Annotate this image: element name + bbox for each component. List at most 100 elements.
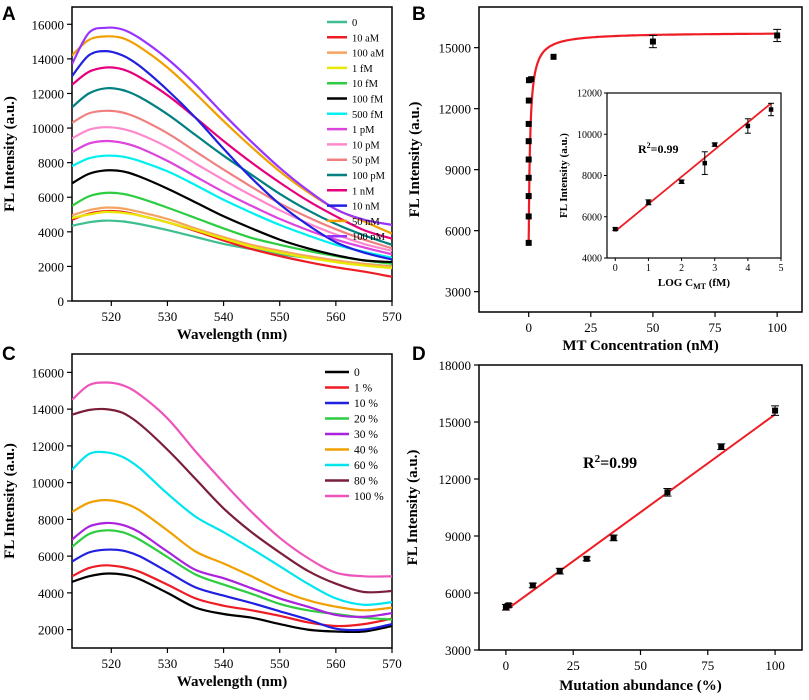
legend-label: 10 % xyxy=(354,398,378,410)
series-line xyxy=(72,450,392,606)
x-tick-label: 75 xyxy=(701,658,714,673)
data-point xyxy=(583,555,590,562)
inset-x-tick-label: 2 xyxy=(679,263,684,274)
y-axis-label: FL Intensity (a.u.) xyxy=(2,443,18,559)
series-line xyxy=(72,87,392,246)
y-tick-label: 12000 xyxy=(32,439,65,454)
legend-label: 0 xyxy=(354,367,360,379)
legend-label: 50 nM xyxy=(352,217,380,228)
r-squared: R2=0.99 xyxy=(583,453,637,472)
x-tick-label: 50 xyxy=(634,658,647,673)
panel-d: 0 25 50 75 100 3000 6000 9000 12000 15000 18000 Mut… xyxy=(405,358,803,694)
y-tick-label: 16000 xyxy=(32,365,65,380)
legend-label: 30 % xyxy=(354,429,378,441)
x-tick-label: 560 xyxy=(326,309,346,324)
legend-label: 100 pM xyxy=(352,171,386,182)
x-tick-label: 100 xyxy=(765,658,785,673)
x-tick-label: 560 xyxy=(326,656,346,671)
inset-frame xyxy=(606,92,782,259)
y-tick-label: 8000 xyxy=(38,512,64,527)
panel-label-c: C xyxy=(2,344,16,365)
series-line xyxy=(72,126,392,252)
inset-r-squared-main: R xyxy=(638,142,647,156)
x-tick-label: 520 xyxy=(102,309,122,324)
plot-frame xyxy=(478,364,803,651)
y-tick-label: 4000 xyxy=(38,225,64,240)
inset-y-tick-label: 10000 xyxy=(577,130,602,141)
data-point xyxy=(550,53,557,60)
inset-y-tick-label: 12000 xyxy=(577,89,602,100)
r-squared-value: =0.99 xyxy=(600,455,637,472)
plot-frame xyxy=(71,353,393,649)
data-point xyxy=(525,138,532,145)
y-tick-label: 6000 xyxy=(445,224,471,239)
y-tick-label: 14000 xyxy=(32,52,65,67)
series-line xyxy=(72,548,392,632)
y-tick-label: 6000 xyxy=(445,586,471,601)
series-line xyxy=(72,498,392,612)
inset-x-axis-label: LOG CMT (fM) xyxy=(658,277,731,291)
panel-a: 520 530 540 550 560 570 0 2000 4000 6000 8000 10000… xyxy=(2,6,402,343)
x-tick-label: 550 xyxy=(270,309,290,324)
x-tick-label: 0 xyxy=(503,658,510,673)
inset-y-tick-label: 4000 xyxy=(582,254,602,265)
data-point xyxy=(745,123,751,129)
y-tick-label: 10000 xyxy=(32,476,65,491)
inset-x-tick-label: 1 xyxy=(646,263,651,274)
series-line xyxy=(72,139,392,256)
r-squared-sup: 2 xyxy=(595,453,601,465)
data-point xyxy=(525,213,532,220)
inset-x-axis-label-sub: MT xyxy=(693,282,707,291)
y-tick-label: 4000 xyxy=(38,586,64,601)
legend-label: 100 % xyxy=(354,491,384,503)
y-tick-label: 2000 xyxy=(38,623,64,638)
y-tick-label: 12000 xyxy=(439,472,472,487)
inset: 0 1 2 3 4 5 4000 6000 8000 10000 12000 LOG CMT (fM)… xyxy=(558,89,784,292)
r-squared-main: R xyxy=(583,455,595,472)
y-tick-label: 15000 xyxy=(439,41,472,56)
series-line xyxy=(72,49,392,261)
inset-fit-line xyxy=(614,102,772,232)
y-tick-label: 18000 xyxy=(439,358,472,373)
data-point xyxy=(525,120,532,127)
y-tick-label: 14000 xyxy=(32,402,65,417)
series-line xyxy=(72,206,392,268)
inset-y-tick-label: 6000 xyxy=(582,212,602,223)
x-tick-label: 570 xyxy=(382,656,402,671)
series-line xyxy=(72,381,392,578)
y-tick-label: 10000 xyxy=(32,121,65,136)
series-line xyxy=(72,407,392,594)
series-group xyxy=(72,381,392,634)
inset-x-tick-label: 5 xyxy=(779,263,784,274)
legend-label: 500 fM xyxy=(352,110,384,121)
y-tick-label: 9000 xyxy=(445,163,471,178)
x-tick-label: 540 xyxy=(214,656,234,671)
panel-label-a: A xyxy=(2,4,16,25)
legend-label: 10 fM xyxy=(352,79,379,90)
inset-r-squared: R2=0.99 xyxy=(638,141,679,156)
fit-curve xyxy=(527,32,778,245)
x-tick-label: 540 xyxy=(214,309,234,324)
x-axis-label: Wavelength (nm) xyxy=(177,674,287,690)
x-tick-label: 25 xyxy=(584,320,597,335)
legend-label: 10 pM xyxy=(352,140,380,151)
legend-label: 10 nM xyxy=(352,202,380,213)
x-tick-label: 520 xyxy=(102,656,122,671)
plot-frame xyxy=(478,6,803,313)
inset-x-tick-label: 3 xyxy=(712,263,717,274)
legend-label: 1 % xyxy=(354,383,373,395)
y-tick-label: 9000 xyxy=(445,529,471,544)
series-line xyxy=(72,564,392,628)
data-point xyxy=(528,76,535,83)
y-tick-label: 3000 xyxy=(445,285,471,300)
y-tick-label: 12000 xyxy=(439,102,472,117)
series-line xyxy=(72,521,392,618)
series-line xyxy=(72,169,392,264)
y-axis-label: FL Intensity (a.u.) xyxy=(407,102,423,218)
data-point xyxy=(556,568,563,575)
data-point xyxy=(525,174,532,181)
x-axis-label: Mutation abundance (%) xyxy=(559,678,722,694)
legend-label: 20 % xyxy=(354,414,378,426)
series-line xyxy=(72,26,392,226)
